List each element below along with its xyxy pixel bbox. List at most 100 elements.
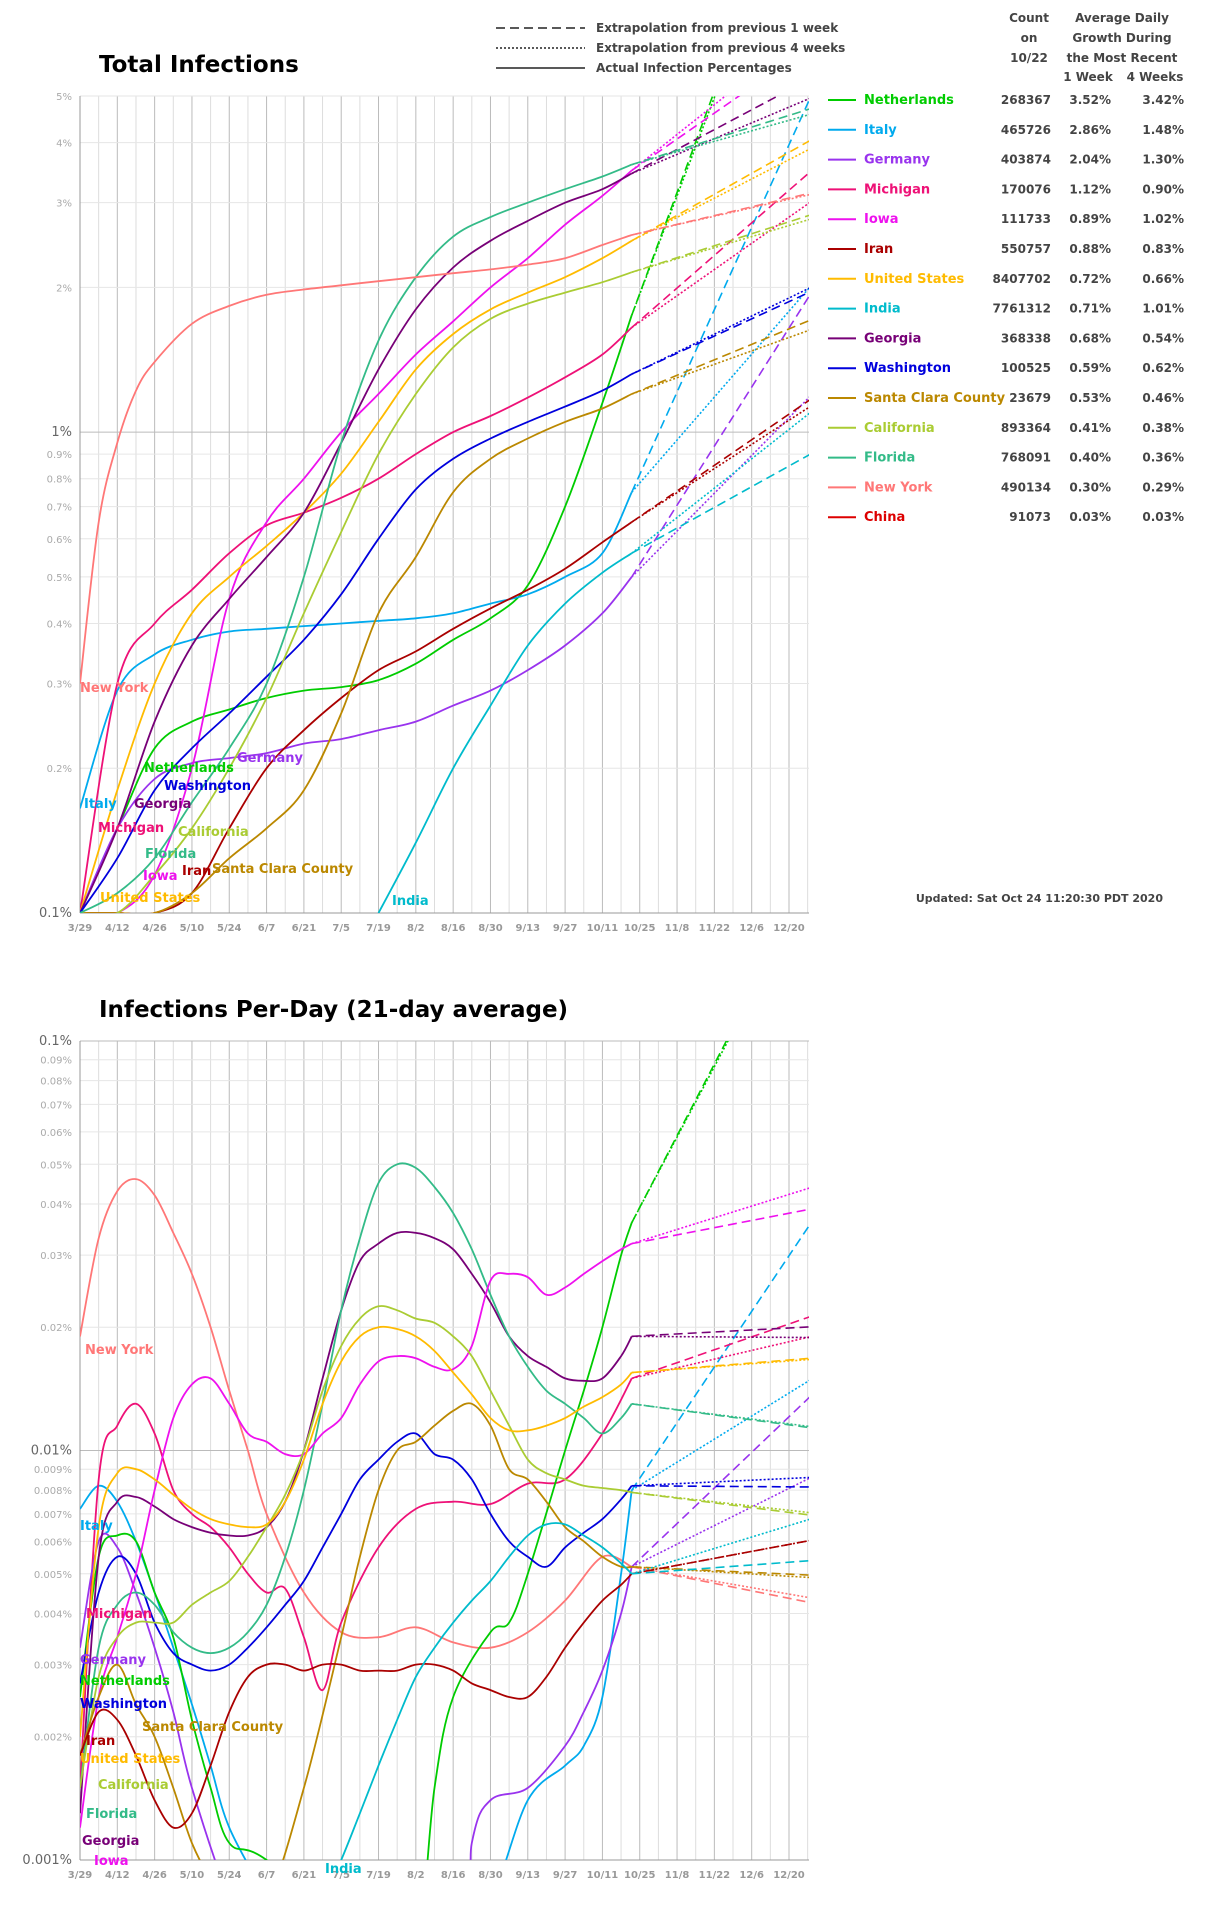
x-tick-label: 6/7 (258, 1870, 276, 1881)
legend-growth-4w: 0.29% (1142, 480, 1184, 494)
extrapolation-line (631, 1208, 809, 1245)
extrapolation-line (631, 319, 809, 395)
series-line (80, 373, 633, 913)
series-label: Georgia (134, 797, 191, 812)
legend-style-label: Actual Infection Percentages (596, 61, 792, 75)
extrapolation-line (631, 1326, 809, 1338)
legend-count: 465726 (1001, 123, 1051, 137)
legend-header: on (1021, 31, 1038, 45)
chart-title: Total Infections (99, 52, 299, 78)
y-tick-label: 0.04% (40, 1200, 72, 1211)
series-line (80, 169, 633, 913)
x-tick-label: 9/13 (516, 1870, 541, 1881)
extrapolation-line (631, 1187, 809, 1245)
series-label: Netherlands (80, 1674, 170, 1689)
y-tick-label: 1% (51, 425, 72, 440)
series-label: India (392, 894, 429, 909)
x-tick-label: 10/25 (624, 1870, 656, 1881)
x-tick-label: 11/22 (699, 923, 731, 934)
x-tick-label: 8/16 (441, 923, 466, 934)
series-line (377, 552, 633, 913)
series-line (80, 1242, 633, 1828)
x-tick-label: 7/5 (332, 923, 350, 934)
y-tick-label: 3% (56, 199, 72, 210)
legend-series-name: Netherlands (864, 93, 954, 108)
series-line (80, 1402, 632, 1860)
series-line (80, 172, 633, 913)
legend-growth-1w: 0.53% (1069, 391, 1111, 405)
legend-header: 1 Week (1063, 70, 1114, 84)
y-tick-label: 0.8% (47, 475, 72, 486)
y-tick-label: 0.008% (34, 1486, 72, 1497)
legend-count: 768091 (1001, 451, 1051, 465)
y-tick-label: 0.7% (47, 503, 72, 514)
extrapolation-line (631, 1484, 809, 1488)
legend-growth-4w: 0.90% (1142, 182, 1184, 196)
series-label: Iran (182, 864, 211, 879)
x-tick-label: 12/20 (773, 1870, 805, 1881)
x-tick-label: 9/13 (516, 923, 541, 934)
x-tick-label: 8/16 (441, 1870, 466, 1881)
extrapolation-line (631, 287, 809, 375)
series-line (80, 491, 633, 809)
legend-growth-1w: 0.72% (1069, 272, 1111, 286)
x-tick-label: 7/19 (366, 923, 391, 934)
legend-series-name: China (864, 510, 905, 525)
y-tick-label: 5% (56, 92, 72, 103)
x-tick-label: 7/19 (366, 1870, 391, 1881)
y-tick-label: 0.08% (40, 1077, 72, 1088)
legend-growth-1w: 0.03% (1069, 510, 1111, 524)
series-label: Washington (164, 779, 251, 794)
series-line (80, 521, 633, 913)
y-tick-label: 0.01% (31, 1444, 72, 1459)
x-tick-label: 5/24 (217, 923, 242, 934)
series-line (80, 1305, 632, 1789)
x-tick-label: 5/10 (180, 1870, 205, 1881)
x-tick-label: 11/8 (665, 923, 690, 934)
legend-growth-1w: 0.68% (1069, 331, 1111, 345)
series-label: Iran (86, 1734, 115, 1749)
extrapolation-line (631, 1357, 809, 1374)
y-tick-label: 0.09% (40, 1056, 72, 1067)
legend-count: 268367 (1001, 93, 1051, 107)
extrapolation-line (631, 193, 809, 236)
extrapolation-line (631, 406, 809, 523)
legend-header: 10/22 (1010, 51, 1048, 65)
series-label: Michigan (86, 1607, 152, 1622)
legend-series-name: New York (864, 480, 933, 495)
series-line (80, 1222, 633, 1860)
extrapolation-line (631, 1403, 809, 1429)
x-tick-label: 4/12 (105, 923, 130, 934)
legend-series-name: Washington (864, 361, 951, 376)
legend-growth-1w: 0.41% (1069, 421, 1111, 435)
series-line (80, 163, 633, 913)
legend-series-name: Georgia (864, 331, 921, 346)
legend-growth-4w: 0.38% (1142, 421, 1184, 435)
extrapolation-line (631, 1335, 809, 1339)
series-line (80, 234, 633, 684)
legend-style-label: Extrapolation from previous 4 weeks (596, 41, 845, 55)
legend-series-name: Iowa (864, 212, 899, 227)
legend-count: 100525 (1001, 361, 1051, 375)
extrapolation-line (631, 1224, 809, 1491)
series-line (80, 576, 633, 913)
extrapolation-line (631, 1565, 809, 1579)
legend-count: 170076 (1001, 182, 1051, 196)
x-tick-label: 8/30 (478, 923, 503, 934)
y-tick-label: 0.1% (39, 1034, 72, 1049)
y-tick-label: 2% (56, 283, 72, 294)
legend-growth-4w: 0.03% (1142, 510, 1184, 524)
series-label: United States (80, 1752, 181, 1767)
x-tick-label: 12/20 (773, 923, 805, 934)
legend-header: 4 Weeks (1127, 70, 1184, 84)
series-line (80, 1178, 633, 1649)
legend-growth-1w: 3.52% (1069, 93, 1111, 107)
x-tick-label: 12/6 (739, 1870, 764, 1881)
updated-timestamp: Updated: Sat Oct 24 11:20:30 PDT 2020 (916, 892, 1163, 905)
legend-growth-1w: 0.59% (1069, 361, 1111, 375)
series-label: Santa Clara County (212, 862, 354, 877)
series-label: Netherlands (144, 761, 234, 776)
x-tick-label: 10/25 (624, 923, 656, 934)
x-tick-label: 11/8 (665, 1870, 690, 1881)
extrapolation-line (631, 1518, 809, 1575)
